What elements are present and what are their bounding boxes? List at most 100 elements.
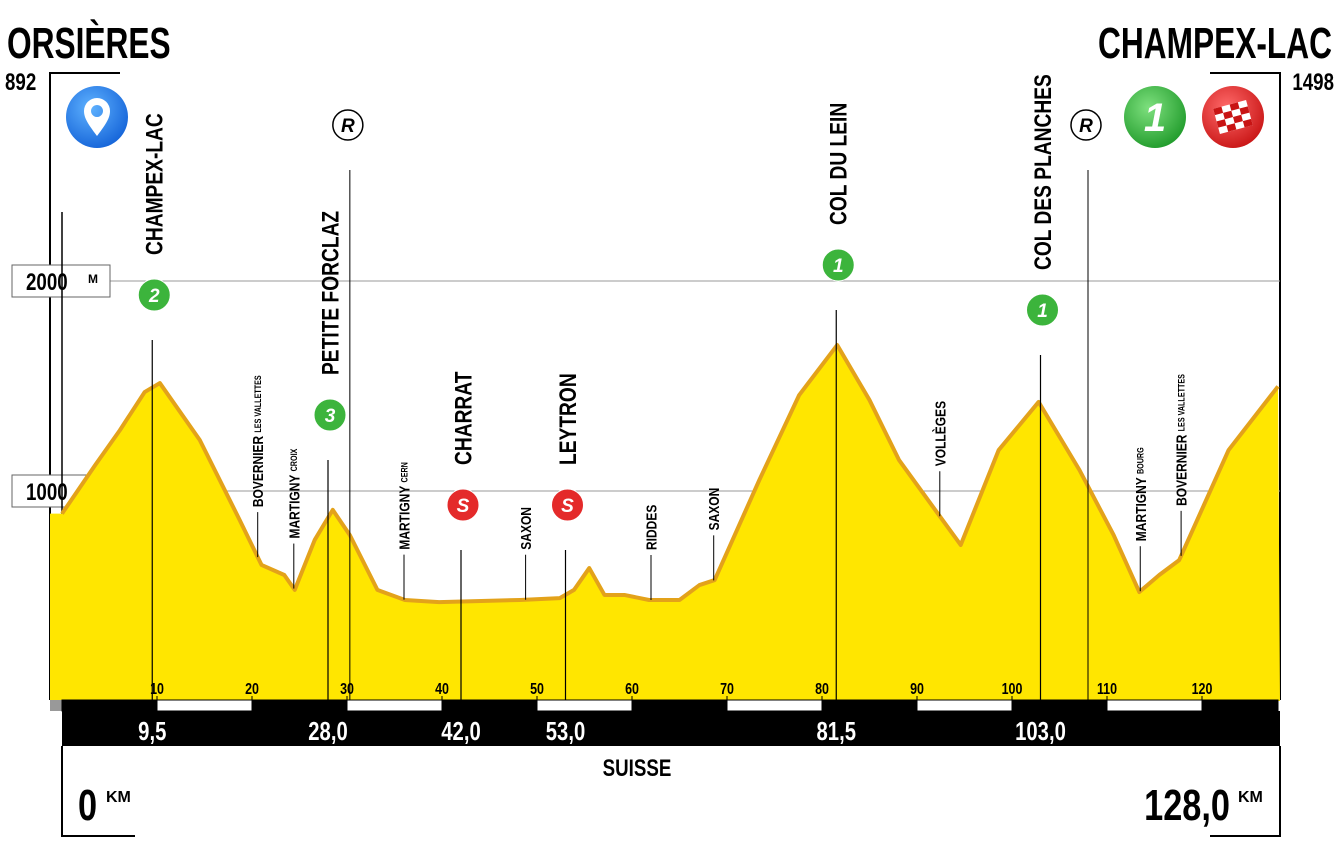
place-label: BOVERNIER LES VALLETTES bbox=[249, 375, 266, 507]
checkered-flag bbox=[1213, 100, 1253, 134]
place-label: MARTIGNY CROIX bbox=[286, 448, 303, 538]
frame-bottom-left bbox=[61, 746, 135, 837]
x-tick-label: 10 bbox=[150, 681, 164, 699]
place-sub: CROIX bbox=[289, 448, 299, 471]
start-elevation: 892 bbox=[5, 69, 36, 96]
point-badge-label: 2 bbox=[148, 286, 160, 307]
point-badge bbox=[137, 278, 171, 312]
frame-bottom-right bbox=[1210, 746, 1281, 837]
place-name: BOVERNIER bbox=[1173, 434, 1190, 505]
bar-segment bbox=[1201, 699, 1279, 712]
place-name: RIDDES bbox=[643, 505, 660, 550]
bar-segment bbox=[441, 699, 538, 712]
place-sub: LES VALLETTES bbox=[253, 375, 263, 433]
place-label: BOVERNIER LES VALLETTES bbox=[1173, 374, 1190, 506]
point-badge-label: 1 bbox=[833, 256, 844, 277]
pin-badge bbox=[66, 86, 128, 148]
finish-elevation: 1498 bbox=[1292, 69, 1334, 96]
profile-line bbox=[60, 343, 1280, 605]
place-label: VOLLÈGES bbox=[932, 401, 949, 466]
r-marker-circle bbox=[332, 109, 364, 141]
total-km: 128,0 bbox=[1144, 781, 1230, 830]
start-km-unit: KM bbox=[106, 789, 131, 806]
point-badge bbox=[446, 488, 480, 522]
point-km-label: 28,0 bbox=[308, 717, 347, 746]
x-tick-label: 60 bbox=[625, 681, 639, 699]
bar-segment bbox=[346, 699, 443, 712]
point-km-label: 9,5 bbox=[138, 717, 166, 746]
r-marker-circle bbox=[1070, 109, 1102, 141]
profile-area bbox=[50, 345, 1280, 701]
point-km-label: 81,5 bbox=[817, 717, 856, 746]
x-tick-label: 110 bbox=[1097, 681, 1117, 699]
x-tick-label: 30 bbox=[340, 681, 354, 699]
pin-symbol bbox=[83, 97, 110, 136]
x-tick-label: 50 bbox=[530, 681, 544, 699]
r-marker-label: R bbox=[1079, 116, 1093, 137]
x-tick-label: 20 bbox=[245, 681, 259, 699]
finish-name: CHAMPEX-LAC bbox=[1098, 19, 1332, 68]
bar-segment bbox=[536, 699, 633, 712]
point-name: CHARRAT bbox=[449, 371, 477, 465]
place-sub: BOURG bbox=[1135, 447, 1145, 474]
point-km-label: 103,0 bbox=[1015, 717, 1066, 746]
finish-badge bbox=[1124, 86, 1186, 148]
place-label: SAXON bbox=[705, 488, 722, 531]
x-tick-label: 70 bbox=[720, 681, 734, 699]
place-label: SAXON bbox=[517, 507, 534, 550]
point-badge-label: 1 bbox=[1037, 301, 1048, 322]
point-badge-label: 3 bbox=[325, 406, 336, 427]
point-km-label: 42,0 bbox=[441, 717, 480, 746]
bar-segment bbox=[631, 699, 728, 712]
total-km-unit: KM bbox=[1238, 789, 1263, 806]
place-name: MARTIGNY bbox=[286, 475, 303, 539]
y-tick-label: 1000 bbox=[26, 479, 68, 506]
point-name: CHAMPEX-LAC bbox=[140, 113, 168, 255]
point-name: COL DES PLANCHES bbox=[1029, 74, 1057, 270]
km-band bbox=[62, 711, 1280, 746]
bar-segment bbox=[1106, 699, 1203, 712]
flag-icon bbox=[1202, 86, 1264, 148]
place-name: VOLLÈGES bbox=[932, 401, 949, 466]
bar-segment bbox=[1011, 699, 1108, 712]
place-label: RIDDES bbox=[643, 505, 660, 550]
y-tick-label: 2000 bbox=[26, 269, 68, 296]
place-sub: CERN bbox=[399, 462, 409, 482]
place-sub: LES VALLETTES bbox=[1176, 374, 1186, 432]
place-label: MARTIGNY BOURG bbox=[1132, 447, 1149, 541]
point-badge-label: S bbox=[457, 496, 470, 517]
place-name: SAXON bbox=[705, 488, 722, 531]
r-marker-label: R bbox=[341, 116, 355, 137]
point-badge bbox=[551, 488, 584, 522]
y-unit: M bbox=[88, 272, 98, 286]
finish-badge-label: 1 bbox=[1144, 96, 1166, 140]
point-badge bbox=[821, 248, 855, 282]
bar-segment bbox=[916, 699, 1013, 712]
bar-corner bbox=[50, 700, 62, 711]
point-name: COL DU LEIN bbox=[824, 103, 852, 225]
place-label: MARTIGNY CERN bbox=[396, 462, 413, 550]
place-name: SAXON bbox=[517, 507, 534, 550]
point-badge bbox=[1026, 293, 1059, 327]
x-tick-label: 120 bbox=[1192, 681, 1213, 699]
x-tick-label: 80 bbox=[815, 681, 829, 699]
x-tick-label: 90 bbox=[910, 681, 924, 699]
start-km: 0 bbox=[78, 781, 97, 830]
point-km-label: 53,0 bbox=[546, 717, 585, 746]
place-name: MARTIGNY bbox=[1132, 477, 1149, 541]
bar-segment bbox=[156, 699, 253, 712]
pin-icon bbox=[66, 86, 128, 148]
country: SUISSE bbox=[603, 755, 672, 782]
point-name: LEYTRON bbox=[554, 373, 582, 465]
start-name: ORSIÈRES bbox=[7, 18, 171, 68]
x-tick-label: 100 bbox=[1002, 681, 1023, 699]
bar-segment bbox=[61, 699, 158, 712]
place-name: BOVERNIER bbox=[249, 436, 266, 507]
bar-segment bbox=[726, 699, 823, 712]
y-label-box bbox=[11, 264, 111, 298]
bar-segment bbox=[251, 699, 348, 712]
point-badge bbox=[313, 398, 347, 432]
x-tick-label: 40 bbox=[435, 681, 449, 699]
place-name: MARTIGNY bbox=[396, 486, 413, 550]
